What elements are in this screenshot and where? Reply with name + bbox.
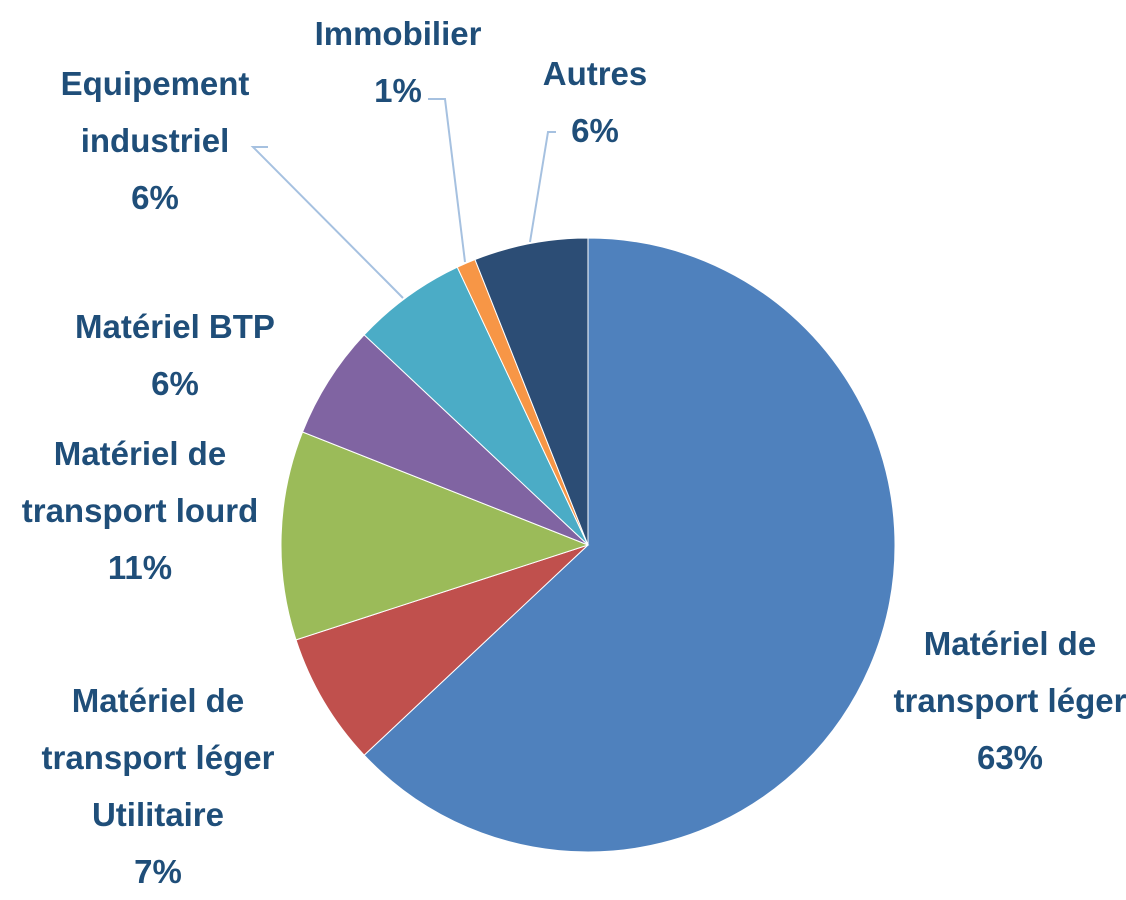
slice-label: Matériel de transport léger Utilitaire 7%: [8, 672, 308, 900]
slice-label: Autres 6%: [520, 45, 670, 159]
value-label: 11%: [107, 549, 173, 586]
value-label: 1%: [374, 72, 422, 109]
leader-line: [529, 131, 556, 243]
category-name: Matériel de transport léger: [893, 625, 1126, 719]
leader-line: [428, 98, 466, 263]
category-name: Matériel de transport léger Utilitaire: [41, 682, 275, 833]
pie-slice: [474, 237, 589, 546]
slice-label: Matériel de transport léger 63%: [890, 615, 1126, 786]
value-label: 63%: [976, 739, 1044, 776]
slice-label: Matériel de transport lourd 11%: [20, 425, 260, 596]
pie-slice: [363, 237, 896, 853]
value-label: 6%: [131, 179, 179, 216]
slice-label: Immobilier 1%: [298, 5, 498, 119]
category-name: Equipement industriel: [60, 65, 250, 159]
slice-label: Matériel BTP 6%: [30, 298, 320, 412]
leader-line: [250, 146, 404, 299]
pie-slice: [295, 544, 589, 756]
value-label: 6%: [151, 365, 199, 402]
pie-slice: [280, 431, 590, 641]
slice-label: Equipement industriel 6%: [25, 55, 285, 226]
value-label: 6%: [571, 112, 619, 149]
value-label: 7%: [134, 853, 182, 890]
category-name: Matériel de transport lourd: [21, 435, 259, 529]
category-name: Immobilier: [314, 15, 482, 52]
category-name: Autres: [542, 55, 648, 92]
category-name: Matériel BTP: [75, 308, 275, 345]
